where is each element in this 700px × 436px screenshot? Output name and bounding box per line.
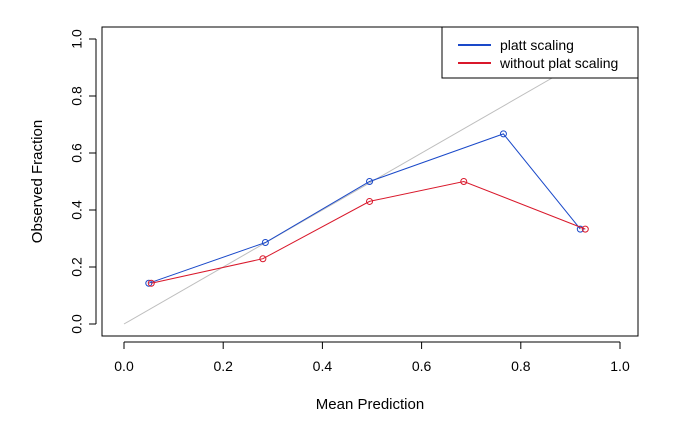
series-1 (145, 130, 584, 287)
legend-label-2: without plat scaling (499, 55, 618, 71)
y-axis-label: Observed Fraction (29, 120, 46, 243)
data-point (576, 225, 584, 233)
y-axis: 0.0 0.2 0.4 0.6 0.8 1.0 (69, 29, 97, 334)
data-point (581, 225, 589, 233)
reference-diagonal-layer (123, 38, 621, 325)
series-2 (147, 178, 589, 287)
data-point (499, 130, 507, 138)
x-tick-label: 0.0 (114, 358, 134, 374)
series-line-1 (148, 133, 581, 284)
data-point (366, 178, 374, 185)
y-tick-label: 1.0 (69, 29, 85, 49)
legend: platt scaling without plat scaling (441, 26, 639, 79)
y-tick-label: 0.4 (69, 200, 85, 220)
data-point (259, 255, 267, 263)
series-layer (145, 130, 589, 287)
y-tick-label: 0.8 (69, 86, 85, 106)
x-tick-label: 0.4 (313, 358, 333, 374)
x-tick-label: 1.0 (610, 358, 630, 374)
x-axis: 0.0 0.2 0.4 0.6 0.8 1.0 (114, 341, 630, 374)
legend-box (441, 26, 639, 79)
data-point (366, 197, 374, 205)
data-point (460, 178, 468, 185)
data-point (147, 279, 155, 287)
data-point (261, 238, 269, 246)
y-tick-label: 0.6 (69, 143, 85, 163)
x-tick-label: 0.6 (412, 358, 432, 374)
x-tick-label: 0.2 (213, 358, 233, 374)
legend-label-1: platt scaling (500, 37, 574, 53)
series-line-2 (151, 180, 586, 284)
y-tick-label: 0.2 (69, 257, 85, 277)
reference-diagonal-line (123, 38, 621, 325)
y-tick-label: 0.0 (69, 314, 85, 334)
x-tick-label: 0.8 (511, 358, 531, 374)
plot-frame (101, 26, 639, 337)
x-axis-label: Mean Prediction (316, 396, 424, 413)
